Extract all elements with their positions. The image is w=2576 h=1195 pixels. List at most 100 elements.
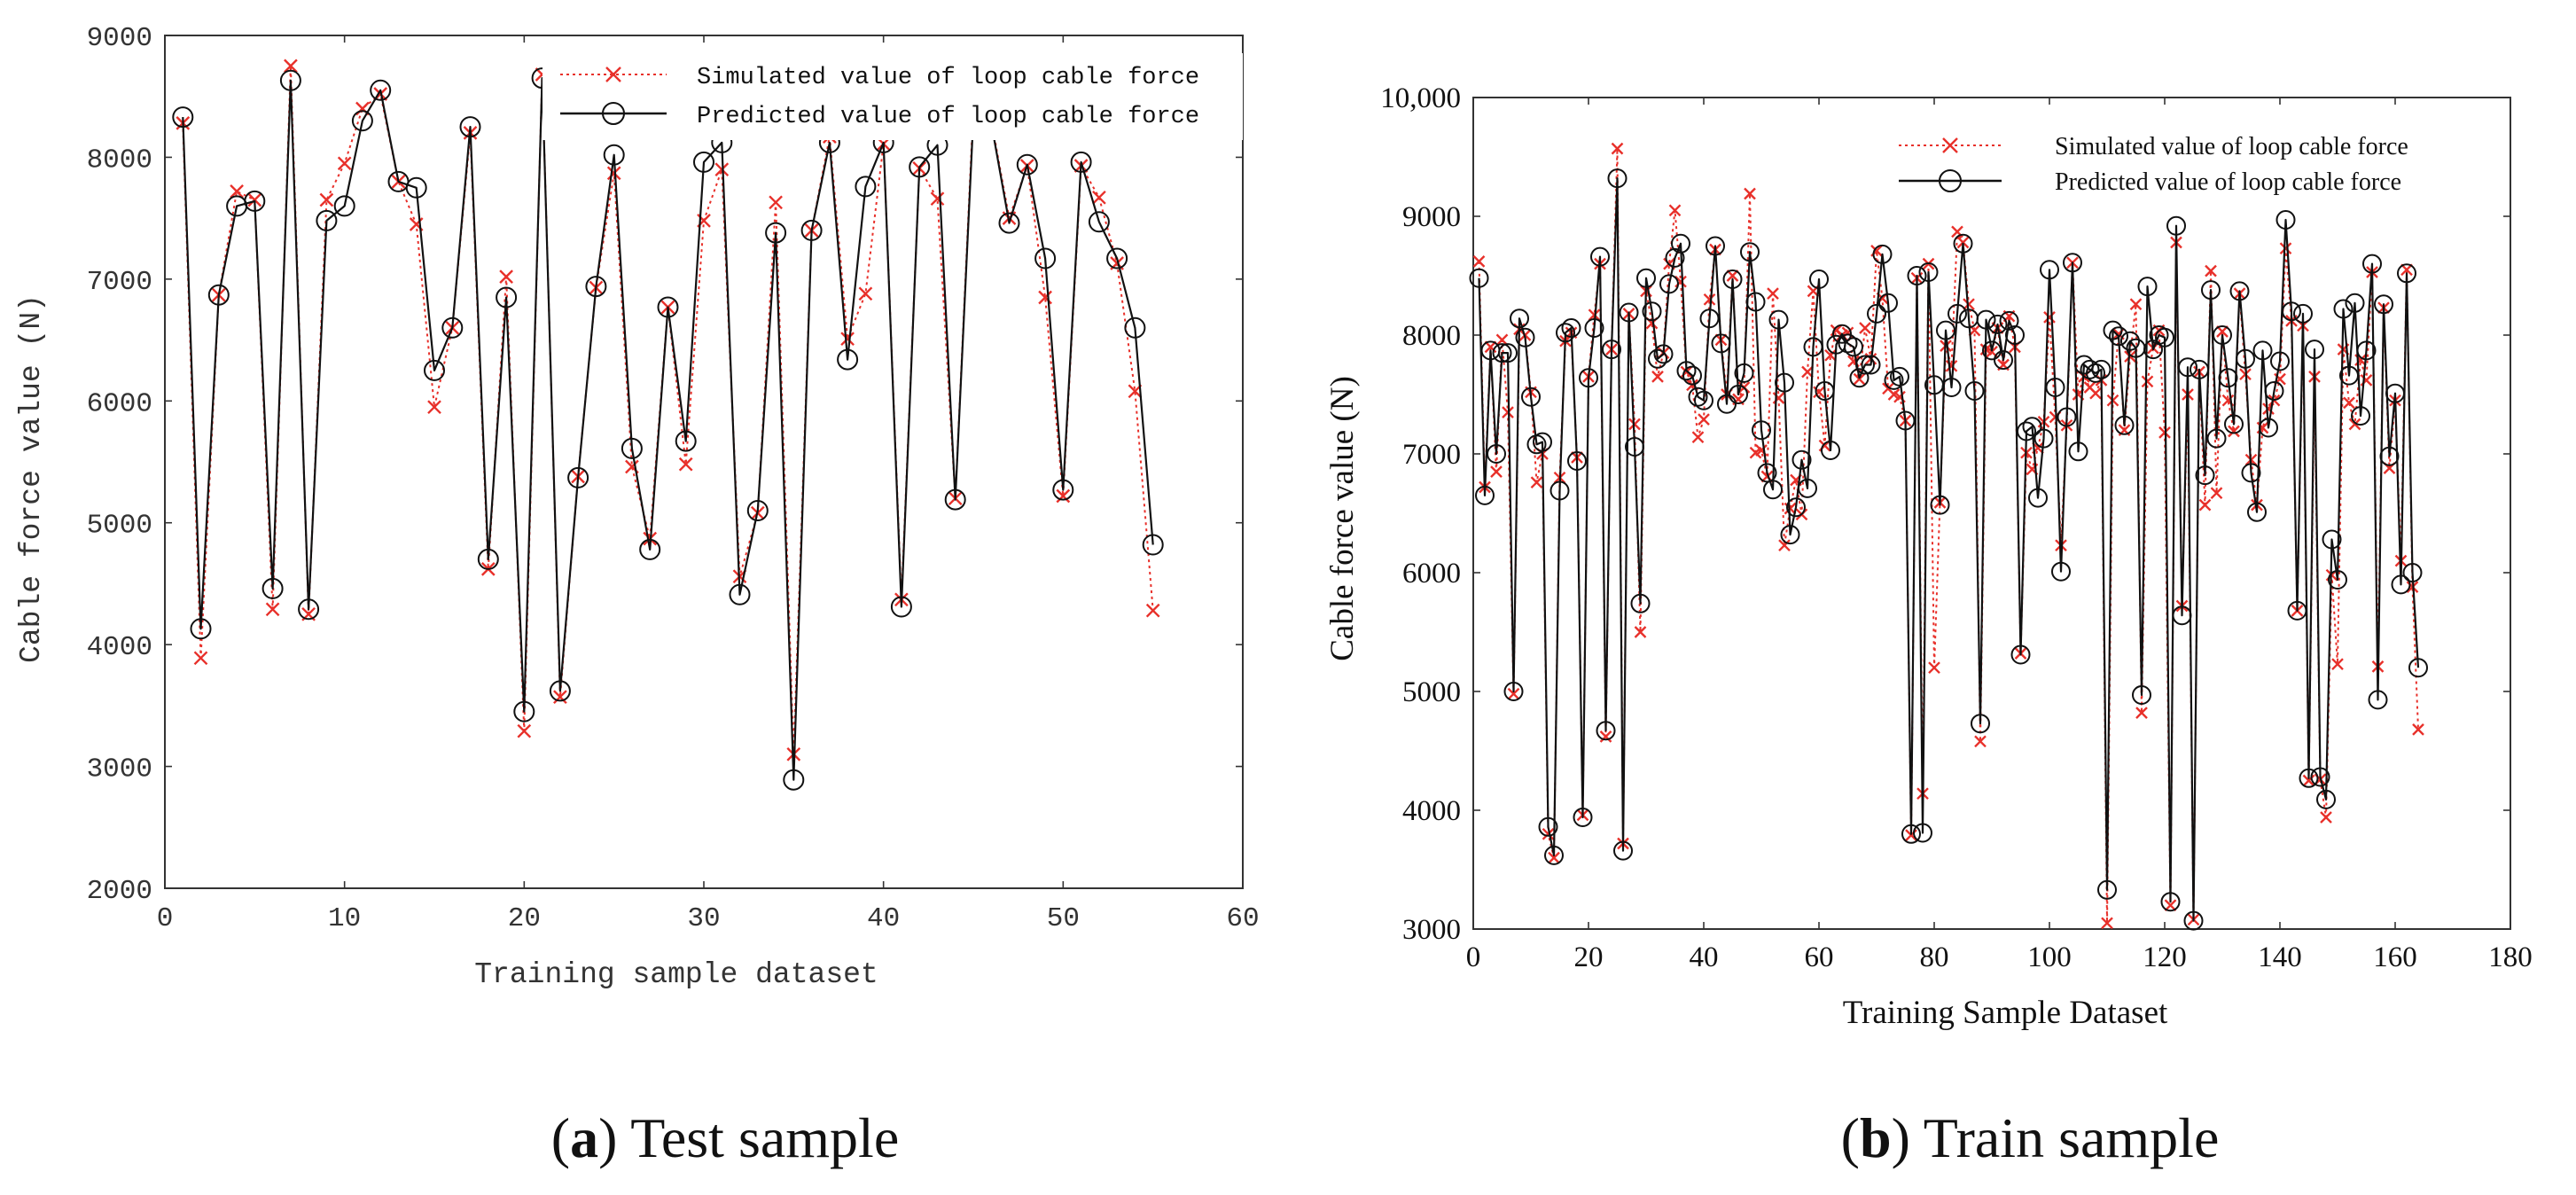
predicted-point [2137, 277, 2158, 297]
predicted-point [1821, 441, 1840, 460]
predicted-point [1070, 151, 1092, 173]
legend-predicted-marker [1939, 169, 1962, 192]
x-tick-label: 80 [1920, 941, 1949, 973]
predicted-point [2114, 415, 2135, 435]
predicted-point [2166, 215, 2186, 236]
simulated-point [2400, 263, 2413, 277]
caption-b-letter: b [1860, 1106, 1892, 1169]
simulated-point [1634, 626, 1647, 638]
predicted-point [351, 110, 373, 132]
simulated-point [1859, 322, 1871, 334]
simulated-point [2228, 425, 2240, 438]
simulated-point [1945, 359, 1958, 372]
predicted-point [405, 176, 427, 199]
predicted-point [207, 284, 230, 306]
predicted-point [1653, 344, 1674, 364]
x-tick-label: 0 [157, 903, 174, 934]
simulated-point [858, 286, 873, 301]
predicted-point [370, 79, 392, 101]
predicted-point [2322, 529, 2342, 550]
predicted-point [441, 316, 464, 339]
simulated-point [1801, 365, 1814, 379]
predicted-point [1706, 236, 1725, 256]
x-tick-label: 160 [2373, 941, 2417, 973]
predicted-point [333, 195, 355, 217]
legend: Simulated value of loop cable force Pred… [543, 53, 1243, 140]
predicted-point [1948, 303, 1967, 324]
predicted-point [693, 151, 714, 173]
y-axis-label: Cable force value (N) [1324, 376, 1361, 661]
x-tick-label: 30 [687, 903, 720, 934]
predicted-point [2224, 414, 2244, 434]
predicted-point [1106, 247, 1128, 269]
predicted-point [459, 116, 481, 138]
simulated-point [1056, 488, 1071, 504]
simulated-point [2348, 418, 2361, 431]
predicted-point [1052, 479, 1074, 501]
simulated-point [678, 457, 693, 472]
predicted-point [1815, 381, 1835, 401]
simulated-point [319, 192, 334, 207]
predicted-point [2264, 381, 2284, 401]
predicted-point [2172, 605, 2192, 626]
predicted-point [729, 583, 751, 605]
simulated-point [2198, 498, 2212, 512]
simulated-point [2043, 311, 2056, 324]
simulated-point [284, 59, 298, 74]
predicted-point [2379, 446, 2400, 466]
predicted-point [1648, 348, 1667, 369]
predicted-point [2017, 421, 2036, 441]
x-tick-label: 180 [2488, 941, 2533, 973]
predicted-point [2120, 331, 2140, 351]
simulated-point [2129, 298, 2143, 311]
predicted-point [2091, 359, 2112, 379]
predicted-point [621, 437, 643, 459]
predicted-point [2178, 357, 2197, 378]
caption-a: (a) Test sample [551, 1106, 899, 1169]
predicted-point [2229, 281, 2250, 301]
x-axis-ticks: 0 10 20 30 40 50 60 [157, 35, 1260, 934]
predicted-point [2402, 563, 2423, 582]
y-axis-ticks: 3000 4000 5000 6000 7000 8000 9000 10,000 [1380, 82, 2510, 946]
predicted-point [2097, 879, 2117, 900]
predicted-point [1699, 309, 1720, 329]
predicted-point [2310, 767, 2330, 787]
x-tick-label: 140 [2258, 941, 2302, 973]
predicted-point [1711, 333, 1731, 354]
predicted-point [2190, 359, 2209, 379]
predicted-point [1907, 266, 1927, 285]
predicted-point [1849, 368, 1870, 388]
predicted-point [1659, 274, 1679, 294]
predicted-point [2103, 320, 2123, 340]
y-tick-label: 3000 [87, 754, 152, 785]
predicted-point [1636, 268, 1656, 288]
predicted-point [549, 680, 571, 702]
predicted-point [2316, 789, 2336, 809]
simulated-point [2089, 387, 2102, 400]
predicted-point [279, 69, 301, 91]
predicted-point [1544, 845, 1564, 865]
predicted-point [1763, 480, 1783, 500]
caption-b: (b) Train sample [1841, 1106, 2220, 1169]
predicted-point [1515, 327, 1535, 348]
y-tick-label: 7000 [1402, 439, 1461, 471]
y-tick-label: 8000 [1402, 320, 1461, 352]
series-predicted [1469, 168, 2428, 931]
predicted-point [1682, 365, 1702, 386]
x-tick-label: 100 [2027, 941, 2072, 973]
predicted-point [1971, 714, 1990, 734]
simulated-point [840, 332, 855, 347]
simulated-point [2164, 899, 2177, 912]
simulated-point [2320, 811, 2332, 824]
simulated-point [2331, 658, 2344, 671]
predicted-point [890, 596, 912, 618]
y-axis-ticks: 2000 3000 4000 5000 6000 7000 8000 9000 [87, 23, 1243, 907]
predicted-point [1124, 316, 1146, 339]
predicted-point [1016, 153, 1038, 176]
x-axis-label: Training sample dataset [474, 958, 878, 991]
predicted-point [1844, 337, 1863, 357]
simulated-point [606, 166, 621, 181]
y-tick-label: 5000 [1402, 676, 1461, 708]
simulated-point [1691, 431, 1705, 444]
predicted-point [1768, 309, 1789, 330]
